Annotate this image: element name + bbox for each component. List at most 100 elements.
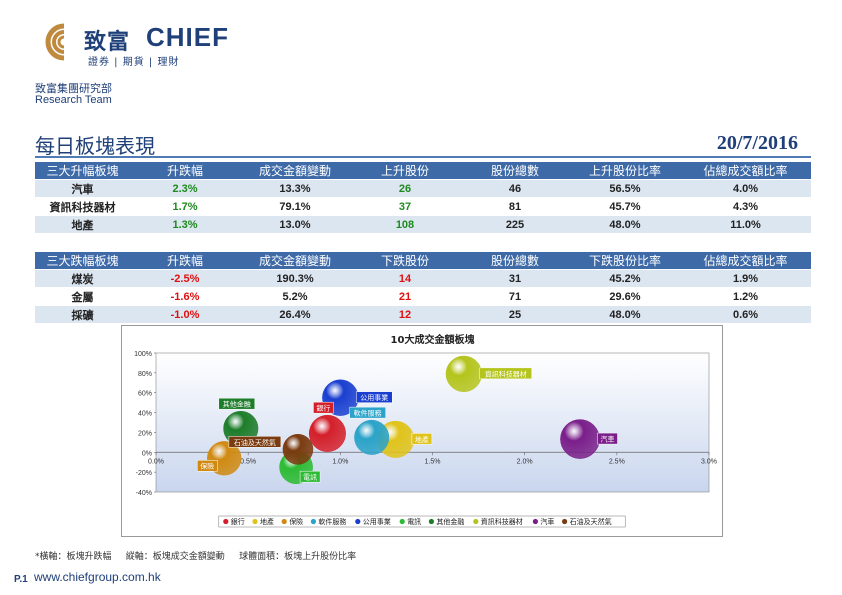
table-row: 地產 1.3% 13.0% 108 225 48.0% 11.0% (35, 215, 811, 234)
sector-name: 資訊科技器材 (35, 197, 130, 216)
legend-swatch (473, 518, 479, 525)
data-label-box (597, 432, 618, 445)
falling-count-cell: 12 (350, 305, 460, 324)
table-row: 煤炭 -2.5% 190.3% 14 31 45.2% 1.9% (35, 269, 811, 288)
y-tick-label: 0% (142, 450, 152, 457)
chart-legend: 銀行 地產 保險 軟件服務 公用事業 電訊 其他金融 資訊科技器材 汽車 石油及天然氣 (218, 515, 626, 528)
y-tick-label: 20% (138, 430, 152, 437)
header-cell: 成交金額變動 (240, 252, 350, 270)
falling-ratio-cell: 29.6% (570, 287, 680, 306)
y-tick-label: 80% (138, 371, 152, 378)
header-cell: 升跌幅 (130, 252, 240, 270)
chief-emblem-icon (45, 23, 65, 61)
falling-count-cell: 21 (350, 287, 460, 306)
x-tick-label: 2.5% (609, 458, 625, 465)
brand-sub: 證券 | 期貨 | 理財 (88, 57, 180, 68)
data-label: 石油及天然氣 (234, 438, 276, 447)
data-label: 電訊 (303, 473, 317, 482)
data-label: 軟件服務 (354, 409, 382, 418)
header-cell: 下跌股份 (350, 252, 460, 270)
x-tick-label: 1.0% (332, 458, 348, 465)
turnover-share-cell: 11.0% (680, 215, 811, 234)
data-label: 汽車 (601, 435, 615, 444)
change-cell: 2.3% (130, 179, 240, 198)
x-tick-label: 3.0% (701, 458, 717, 465)
x-tick-label: 1.5% (425, 458, 441, 465)
legend-swatch (281, 518, 287, 525)
legend-swatch (532, 518, 538, 525)
turnover-share-cell: 4.3% (680, 197, 811, 216)
legend-entry: 石油及天然氣 (570, 517, 612, 526)
turnover-share-cell: 4.0% (680, 179, 811, 198)
chart-title: 10大成交金額板塊 (391, 333, 475, 346)
table-row: 汽車 2.3% 13.3% 26 46 56.5% 4.0% (35, 179, 811, 198)
change-cell: -1.6% (130, 287, 240, 306)
total-count-cell: 71 (460, 287, 570, 306)
sector-name: 汽車 (35, 179, 130, 198)
legend-swatch (399, 518, 405, 525)
bubble-point (354, 419, 390, 455)
chart-footnote: *橫軸：板塊升跌幅 縱軸：板塊成交金額變動 球體面積：板塊上升股份比率 (35, 552, 357, 562)
data-label-box (197, 459, 218, 472)
rising-count-cell: 26 (350, 179, 460, 198)
sector-name: 採礦 (35, 305, 130, 324)
top-losers-table: 三大跌幅板塊 升跌幅 成交金額變動 下跌股份 股份總數 下跌股份比率 佔總成交額… (35, 252, 811, 324)
x-tick-label: 0.5% (240, 458, 256, 465)
rising-ratio-cell: 45.7% (570, 197, 680, 216)
y-tick-label: -20% (136, 470, 152, 477)
data-label-box (356, 391, 393, 403)
data-label-box (313, 401, 334, 414)
bubble-point (282, 434, 314, 465)
total-count-cell: 46 (460, 179, 570, 198)
data-label-box (218, 397, 256, 410)
rising-count-cell: 37 (350, 197, 460, 216)
rising-count-cell: 108 (350, 215, 460, 234)
turnover-change-cell: 13.0% (240, 215, 350, 234)
header-cell: 股份總數 (460, 162, 570, 180)
legend-box (218, 515, 626, 528)
department-en: Research Team (35, 94, 112, 106)
table-row: 資訊科技器材 1.7% 79.1% 37 81 45.7% 4.3% (35, 197, 811, 216)
legend-entry: 資訊科技器材 (481, 517, 523, 526)
data-label: 資訊科技器材 (485, 369, 527, 378)
rising-ratio-cell: 48.0% (570, 215, 680, 234)
header-cell: 佔總成交額比率 (680, 162, 811, 180)
legend-entry: 保險 (289, 517, 303, 526)
header-cell: 佔總成交額比率 (680, 252, 811, 270)
bubble-point (445, 355, 482, 392)
legend-entry: 電訊 (407, 517, 421, 526)
table-header-row: 三大跌幅板塊 升跌幅 成交金額變動 下跌股份 股份總數 下跌股份比率 佔總成交額… (35, 252, 811, 270)
header-cell: 上升股份 (350, 162, 460, 180)
legend-swatch (252, 518, 258, 525)
y-tick-label: -40% (136, 490, 152, 497)
header-cell: 成交金額變動 (240, 162, 350, 180)
rising-ratio-cell: 56.5% (570, 179, 680, 198)
brand-en: CHIEF (146, 22, 229, 52)
turnover-change-cell: 26.4% (240, 305, 350, 324)
legend-entry: 汽車 (540, 517, 554, 526)
y-tick-label: 100% (134, 351, 152, 358)
data-label-box (479, 367, 532, 380)
data-label: 公用事業 (360, 393, 388, 402)
legend-swatch (223, 518, 229, 525)
bubble-chart: 10大成交金額板塊 100% 80% 60% 40% 20% 0% -20% -40% 0.0% 0… (134, 333, 717, 528)
y-tick-label: 40% (138, 411, 152, 418)
header-cell: 下跌股份比率 (570, 252, 680, 270)
website-link[interactable]: www.chiefgroup.com.hk (34, 570, 161, 584)
turnover-change-cell: 5.2% (240, 287, 350, 306)
turnover-share-cell: 0.6% (680, 305, 811, 324)
turnover-share-cell: 1.9% (680, 269, 811, 288)
sector-name: 金屬 (35, 287, 130, 306)
turnover-change-cell: 79.1% (240, 197, 350, 216)
legend-entry: 軟件服務 (318, 517, 346, 526)
page-number: P.1 (14, 574, 28, 585)
bubble-chart-frame: 10大成交金額板塊 100% 80% 60% 40% 20% 0% -20% -40% 0.0% 0… (121, 325, 723, 537)
legend-swatch (310, 518, 316, 525)
department-cn: 致富集團研究部 (35, 82, 112, 95)
data-label-box (228, 436, 282, 448)
legend-entry: 銀行 (231, 517, 245, 526)
change-cell: -2.5% (130, 269, 240, 288)
header-cell: 升跌幅 (130, 162, 240, 180)
change-cell: -1.0% (130, 305, 240, 324)
legend-entry: 公用事業 (363, 517, 391, 526)
